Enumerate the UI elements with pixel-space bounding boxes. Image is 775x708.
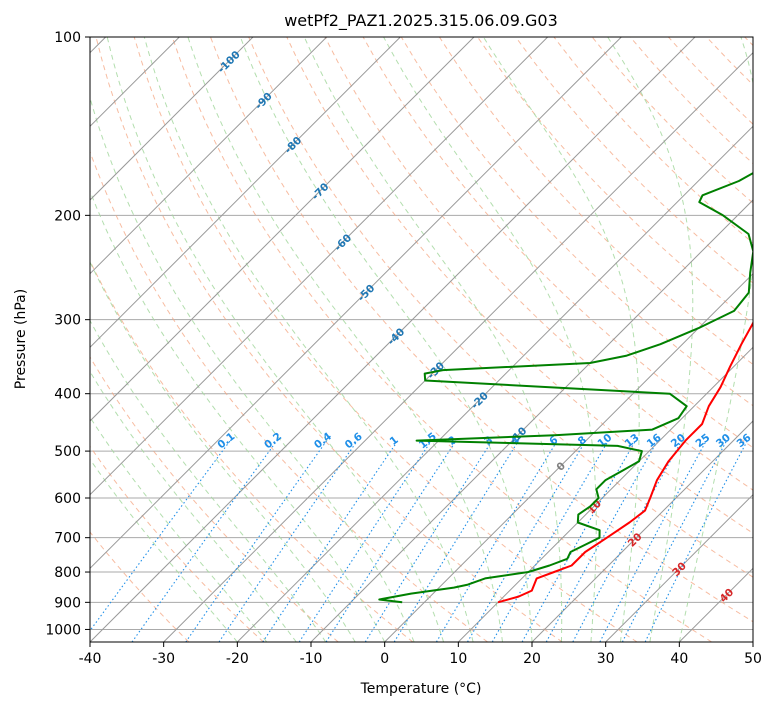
y-tick-label: 200	[54, 208, 81, 224]
mixing-ratio-line	[572, 440, 683, 642]
isotherm-line	[310, 199, 753, 642]
y-tick-label: 500	[54, 444, 81, 460]
dewpoint-line	[378, 171, 753, 604]
y-tick-label: 300	[54, 313, 81, 329]
isotherm-line	[90, 37, 696, 642]
moist-adiabat-line	[90, 458, 238, 642]
mixing-ratio-line	[644, 440, 748, 642]
isotherm-line	[531, 420, 753, 642]
dry-adiabat-line	[171, 37, 712, 642]
moist-adiabat-line	[187, 37, 503, 642]
x-tick-label: -40	[79, 651, 102, 667]
mixing-ratio-line	[491, 440, 609, 642]
y-axis-label: Pressure (hPa)	[13, 289, 29, 389]
x-tick-label: -10	[300, 651, 323, 667]
isobar-grid	[90, 37, 753, 630]
y-axis-ticks: 100 200 300 400 500 600 700 800 900 1000	[45, 30, 90, 638]
mixing-ratio-line	[185, 440, 328, 642]
mixing-ratio-line	[262, 440, 399, 642]
mixing-ratio-line	[435, 440, 558, 642]
dry-adiabat-line	[90, 150, 488, 642]
moist-adiabat-line	[90, 189, 386, 642]
y-tick-label: 100	[54, 30, 81, 46]
isotherm-line	[457, 346, 753, 642]
dry-adiabat-line	[438, 37, 753, 366]
dry-adiabat-line	[90, 531, 190, 642]
dry-adiabat-line	[133, 37, 638, 642]
dry-adiabat-line	[210, 37, 753, 623]
mixing-ratio-line	[393, 440, 520, 642]
isotherm-grid	[90, 37, 753, 642]
mixing-ratio-line	[545, 440, 659, 642]
moist-adiabat-line	[90, 416, 268, 642]
y-tick-label: 800	[54, 565, 81, 581]
x-tick-label: 0	[380, 651, 389, 667]
moist-adiabat-line	[239, 37, 533, 642]
isotherm-line	[90, 37, 401, 349]
moist-adiabat-line	[106, 37, 445, 642]
chart-title: wetPf2_PAZ1.2025.315.06.09.G03	[284, 11, 558, 31]
x-axis-ticks: -40 -30 -20 -10 0 10 20 30 40 50	[79, 642, 762, 667]
isotherm-line	[605, 493, 753, 642]
x-tick-label: 50	[744, 651, 762, 667]
mixing-ratio-line	[131, 440, 278, 642]
mixing-ratio-lines	[90, 440, 748, 642]
plot-frame	[89, 36, 754, 643]
isotherm-line	[90, 37, 254, 201]
mixing-ratio-line	[298, 440, 432, 642]
y-tick-label: 1000	[45, 622, 81, 638]
isotherm-line	[90, 37, 549, 496]
x-tick-label: 40	[670, 651, 688, 667]
moist-adiabat-line	[482, 37, 640, 642]
dry-adiabat-line	[515, 37, 753, 284]
dry-adiabat-line	[248, 37, 753, 578]
x-tick-label: 20	[523, 651, 541, 667]
y-tick-label: 700	[54, 531, 81, 547]
moist-adiabat-line	[607, 37, 694, 642]
moist-adiabat-line	[383, 37, 597, 642]
mixing-ratio-line	[90, 440, 231, 632]
dry-adiabat-line	[90, 356, 339, 642]
isotherm-line	[90, 37, 622, 570]
x-axis-label: Temperature (°C)	[360, 681, 482, 697]
mixing-ratio-line	[325, 440, 457, 642]
sounding-series	[378, 171, 753, 604]
y-tick-label: 900	[54, 595, 81, 611]
moist-adiabat-line	[90, 260, 356, 642]
y-tick-label: 600	[54, 491, 81, 507]
temperature-line	[497, 321, 753, 604]
isotherm-line	[236, 125, 753, 642]
dry-adiabat-line	[95, 37, 563, 642]
isotherm-line	[163, 51, 753, 642]
x-tick-label: -30	[152, 651, 175, 667]
mixing-ratio-line	[364, 440, 493, 642]
mixing-ratio-line	[521, 440, 637, 642]
x-tick-label: 10	[449, 651, 467, 667]
isotherm-line	[384, 272, 753, 642]
x-tick-label: -20	[226, 651, 249, 667]
moist-adiabat-line	[303, 37, 563, 642]
moist-adiabat-line	[90, 370, 297, 642]
dry-adiabat-line	[90, 445, 264, 642]
mixing-ratio-line	[467, 440, 587, 642]
y-tick-label: 400	[54, 387, 81, 403]
x-tick-label: 30	[597, 651, 615, 667]
isotherm-line	[90, 37, 475, 422]
dry-adiabat-line	[400, 37, 753, 407]
isotherm-line	[90, 37, 328, 275]
moist-adiabat-line	[143, 37, 474, 642]
